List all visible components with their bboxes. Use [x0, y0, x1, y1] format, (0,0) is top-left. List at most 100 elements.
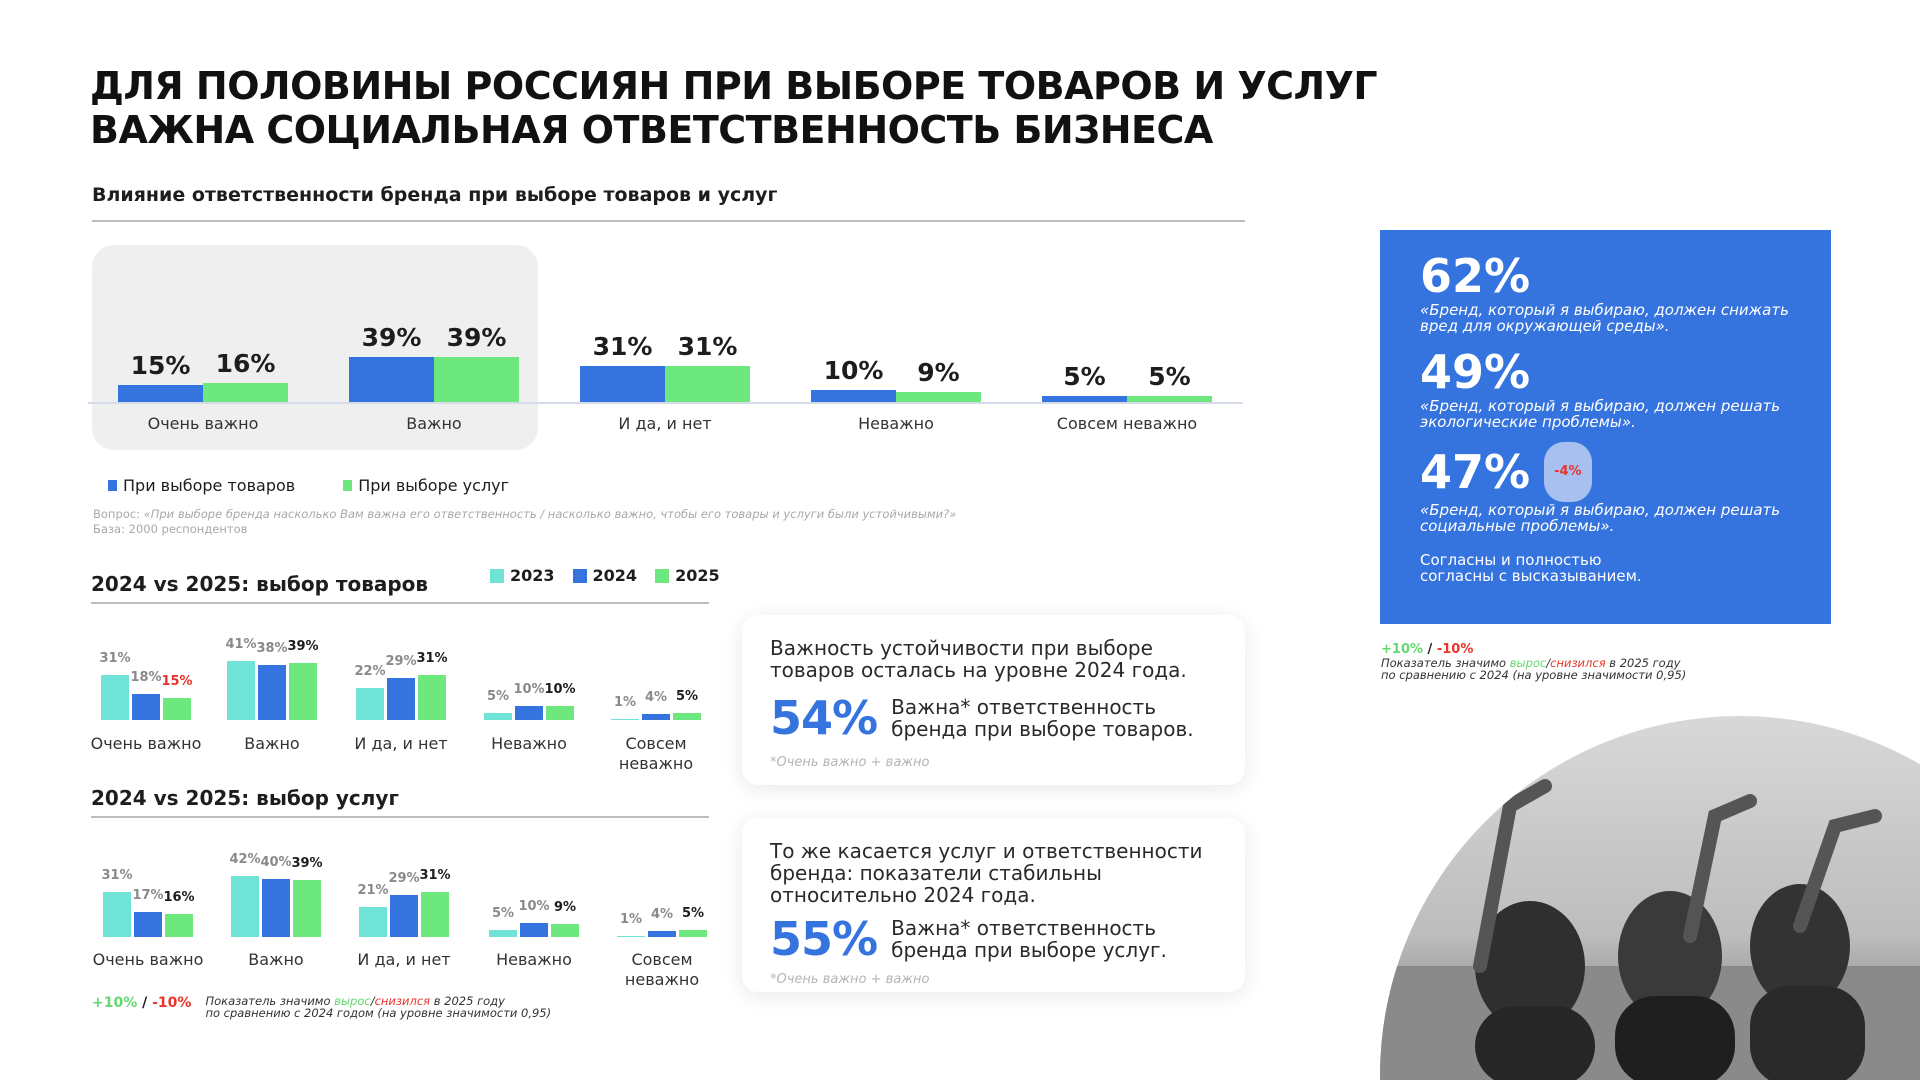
bar: [349, 356, 434, 402]
sig-fell: снизился: [374, 994, 431, 1008]
data-label: 10%: [823, 356, 884, 386]
data-label: 31%: [99, 651, 131, 667]
data-label: 39%: [446, 322, 507, 352]
sig-sep: /: [137, 995, 153, 1011]
year-legend: 2023 2024 2025: [490, 566, 720, 585]
bar: [642, 714, 670, 720]
legend-swatch: [655, 568, 670, 583]
data-label: 1%: [619, 911, 643, 927]
axis-baseline: [88, 402, 1243, 404]
data-label: 16%: [163, 889, 195, 905]
card-value: 54%: [770, 691, 878, 745]
legend-label: 2025: [675, 566, 720, 585]
photo-silhouettes: [1380, 716, 1920, 1080]
bar: [165, 913, 193, 937]
services-summary-card: То же касается услуг и ответственности б…: [742, 818, 1245, 992]
category-label: Важно: [244, 734, 300, 753]
highlight-box: [92, 245, 538, 450]
main-legend: При выборе товаров При выборе услуг: [108, 476, 509, 495]
bar: [390, 894, 418, 937]
bar: [293, 880, 321, 937]
category-label: Очень важно: [147, 414, 259, 433]
legend-label: 2024: [592, 566, 638, 585]
sig-down: -10%: [152, 995, 192, 1011]
base-text: База: 2000 респондентов: [93, 522, 248, 536]
divider: [92, 220, 1245, 222]
data-label: 9%: [553, 899, 577, 915]
bar: [289, 663, 317, 720]
page-title: ДЛЯ ПОЛОВИНЫ РОССИЯН ПРИ ВЫБОРЕ ТОВАРОВ …: [90, 64, 1378, 152]
data-label: 39%: [291, 856, 323, 872]
category-label: Неважно: [491, 734, 567, 753]
sig-down: -10%: [1436, 642, 1474, 657]
card-value: 55%: [770, 912, 878, 966]
category-label: Важно: [406, 414, 462, 433]
data-label: 39%: [287, 639, 319, 655]
sig-grew: вырос: [334, 994, 371, 1008]
category-label: И да, и нет: [618, 414, 712, 433]
stat-value: 62%: [1420, 250, 1791, 302]
bar: [679, 929, 707, 937]
legend-swatch: [343, 480, 353, 491]
category-label: Очень важно: [90, 734, 202, 753]
stat-quote: «Бренд, который я выбираю, должен решать…: [1420, 501, 1781, 535]
bar: [132, 693, 160, 720]
data-label: 29%: [385, 653, 417, 669]
card-note: *Очень важно + важно: [770, 755, 930, 770]
data-label: 22%: [354, 664, 386, 680]
data-label: 31%: [592, 332, 653, 362]
legend-item: При выборе товаров: [108, 476, 295, 495]
bar: [617, 935, 645, 937]
sig-text-a: Показатель значимо: [205, 994, 335, 1008]
data-label: 15%: [161, 674, 193, 690]
category-label: Совсем неважно: [1056, 414, 1198, 433]
bar: [387, 677, 415, 720]
sig-fell: снизился: [1550, 656, 1606, 670]
category-label: И да, и нет: [354, 734, 448, 753]
data-label: 5%: [681, 905, 705, 921]
data-label: 10%: [544, 681, 576, 697]
sig-sep: /: [1423, 642, 1437, 657]
bar: [484, 712, 512, 720]
bar: [896, 391, 981, 402]
category-label: Важно: [248, 950, 304, 969]
bar: [611, 718, 639, 720]
stat-number: 62%: [1420, 249, 1531, 303]
stat-number: 47%: [1420, 445, 1531, 499]
sig-text-line2: по сравнению с 2024 годом (на уровне зна…: [205, 1006, 552, 1020]
sig-grew: вырос: [1509, 656, 1547, 670]
data-label: 4%: [650, 907, 674, 923]
bar: [489, 929, 517, 937]
legend-item: 2024: [572, 566, 638, 585]
bar: [163, 698, 191, 720]
sig-slash: /: [370, 994, 375, 1008]
photo-women-making-heart-hands: [1380, 716, 1920, 1080]
bar: [203, 383, 288, 402]
data-label: 10%: [518, 898, 550, 914]
legend-swatch: [572, 568, 587, 583]
stats-panel: 62% «Бренд, который я выбираю, должен сн…: [1380, 230, 1831, 624]
card-desc: Важна* ответственность бренда при выборе…: [891, 916, 1167, 962]
bar: [134, 912, 162, 937]
bar: [262, 879, 290, 937]
bar: [258, 664, 286, 720]
significance-legend: +10% / -10% Показатель значимо вырос/сни…: [92, 995, 551, 1019]
bar: [421, 892, 449, 937]
bar: [359, 906, 387, 937]
sig-text-a: Показатель значимо: [1381, 656, 1510, 670]
data-label: 17%: [132, 888, 164, 904]
bar: [546, 705, 574, 720]
legend-item: 2023: [490, 566, 555, 585]
goods-chart-title: 2024 vs 2025: выбор товаров: [91, 572, 429, 596]
data-label: 21%: [357, 882, 389, 898]
sig-up: +10%: [92, 995, 138, 1011]
bar: [118, 384, 203, 402]
sig-text-b: в 2025 году: [1605, 656, 1681, 670]
category-label: Совсем неважно: [618, 734, 694, 773]
bar: [515, 705, 543, 720]
question-text: «При выборе бренда насколько Вам важна е…: [143, 507, 957, 521]
legend-label: 2023: [510, 566, 555, 585]
title-line: ДЛЯ ПОЛОВИНЫ РОССИЯН ПРИ ВЫБОРЕ ТОВАРОВ …: [90, 64, 1378, 108]
bar: [434, 356, 519, 402]
data-label: 31%: [101, 868, 133, 884]
